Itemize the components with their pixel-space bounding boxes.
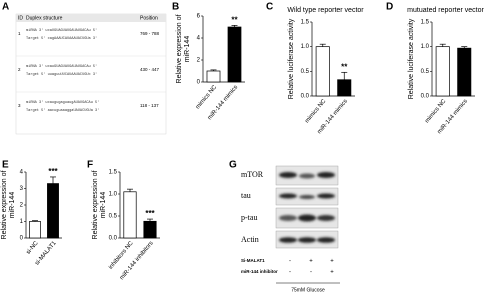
panel-letter: F — [87, 160, 93, 171]
bar — [123, 191, 137, 239]
protein-label: mTOR — [241, 170, 264, 179]
y-tick-label: 0.5 — [421, 69, 430, 75]
panel-letter: E — [2, 160, 9, 171]
y-tick-label: 4 — [20, 170, 24, 176]
band — [299, 195, 315, 199]
panel-letter: A — [2, 2, 9, 13]
band — [299, 173, 315, 179]
y-axis-label: Relative luciferase activity — [408, 18, 415, 100]
panel-letter: B — [172, 2, 179, 13]
band — [279, 237, 297, 243]
y-tick-label: 4 — [197, 36, 201, 42]
y-tick-label: 1.0 — [109, 192, 118, 198]
y-tick-label: 0 — [20, 236, 24, 242]
mirna-seq: miRNA 3' ucauGUAGUAUGAUAUGACAu 5' — [26, 64, 97, 69]
y-tick-label: 0.0 — [301, 94, 310, 100]
position: 118 - 137 — [140, 103, 159, 108]
band — [317, 193, 335, 199]
table-frame — [15, 13, 167, 135]
position: 430 - 447 — [140, 67, 160, 72]
treatment-sign: + — [309, 259, 313, 265]
y-tick-label: 0.0 — [109, 236, 118, 242]
y-tick-label: 1.5 — [109, 170, 118, 176]
y-tick-label: 2 — [20, 203, 24, 209]
panel-letter: G — [229, 160, 237, 171]
band — [279, 193, 297, 199]
treatment-sign: - — [289, 259, 291, 265]
y-tick-label: 0.5 — [109, 214, 118, 220]
row-id: 3 — [18, 103, 21, 108]
treatment-sign: - — [289, 270, 291, 276]
significance: ** — [341, 62, 348, 71]
bar — [143, 220, 157, 239]
protein-label: tau — [241, 191, 251, 200]
panel-letter: C — [266, 2, 273, 13]
bar — [457, 47, 472, 97]
y-tick-label: 2 — [197, 58, 201, 64]
y-tick-label: 1.0 — [301, 44, 310, 50]
y-tick-label: 1.5 — [421, 20, 430, 26]
condition-label: 75mM Glucose — [291, 287, 325, 293]
target-seq: Target 5' uuaguuUUCAUAAUACUGUc 3' — [26, 72, 97, 77]
bar — [206, 70, 221, 83]
chart-title: Wild type reporter vector — [287, 7, 364, 14]
mirna-seq: miRNA 3' ucaUGUAGUAUGAUAUGACAu 5' — [26, 28, 97, 33]
table-header: Duplex structure — [26, 15, 63, 21]
treatment-label: miR-144 inhibitor — [241, 269, 278, 274]
protein-label: Actin — [241, 235, 259, 244]
x-tick-label: mimics NC — [424, 98, 448, 125]
treatment-sign: + — [330, 259, 334, 265]
x-tick-label: mimics NC — [304, 98, 328, 125]
table-header-bg — [16, 14, 166, 22]
band — [298, 214, 316, 222]
band — [298, 237, 316, 243]
blot — [275, 165, 340, 284]
band — [317, 237, 335, 243]
significance: *** — [145, 209, 155, 218]
bar — [435, 46, 450, 97]
band — [317, 215, 335, 221]
y-tick-label: 1 — [20, 219, 24, 225]
row-id: 1 — [18, 31, 21, 36]
y-tick-label: 0.5 — [301, 69, 310, 75]
y-tick-label: 1.5 — [301, 20, 310, 26]
table-header: ID — [18, 15, 23, 21]
chart-title: mutuated reporter vector — [407, 7, 484, 14]
y-tick-label: 3 — [20, 186, 24, 192]
treatment-sign: - — [310, 270, 312, 276]
y-tick-label: 0.0 — [421, 94, 430, 100]
significance: ** — [231, 15, 238, 24]
table-header: Position — [140, 15, 158, 21]
y-axis-label: Relative luciferase activity — [288, 18, 295, 100]
y-tick-label: 1.0 — [421, 44, 430, 50]
treatment-label: Si-MALAT1 — [241, 258, 265, 263]
band — [317, 172, 335, 178]
bar — [227, 26, 242, 83]
row-id: 2 — [18, 67, 21, 72]
bar — [47, 183, 59, 239]
bar — [29, 221, 41, 239]
x-tick-label: si-NC — [26, 240, 41, 256]
position: 769 - 788 — [140, 31, 160, 36]
treatment-sign: + — [330, 270, 334, 276]
significance: *** — [48, 167, 58, 176]
y-axis-label: Relative expression of miR-144 — [92, 170, 107, 240]
bar — [315, 46, 330, 97]
band — [279, 172, 297, 178]
bar — [337, 79, 352, 97]
panel-letter: D — [386, 2, 393, 13]
y-tick-label: 6 — [197, 14, 201, 20]
protein-label: p-tau — [241, 213, 257, 222]
y-axis-label: Relative expression of miR-144 — [1, 170, 16, 240]
target-seq: Target 5' cagAAAUCAUAAAUACUGUa 3' — [26, 36, 97, 41]
y-tick-label: 0 — [197, 80, 201, 86]
mirna-seq: miRNA 3' ucaugugaguaugAUAUGACAu 5' — [26, 100, 99, 105]
y-axis-label: Relative expression of miR-144 — [176, 14, 191, 84]
band — [279, 215, 297, 221]
target-seq: Target 5' aacuguaaaggaUAUACUGUa 3' — [26, 108, 99, 113]
